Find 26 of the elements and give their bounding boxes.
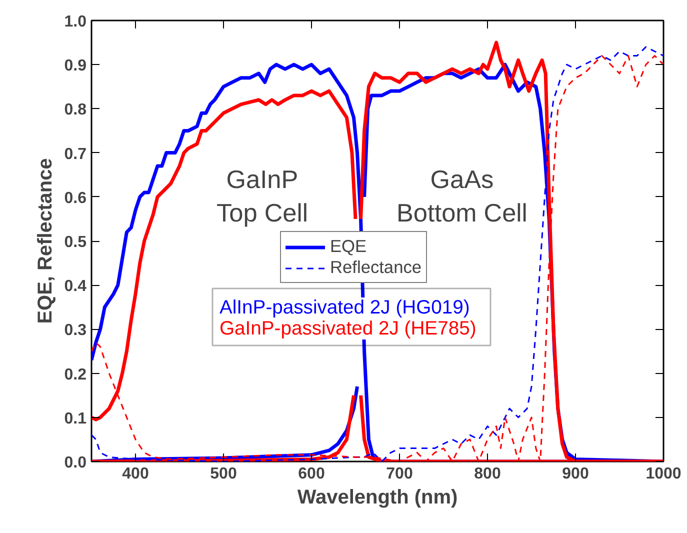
y-tick-label: 0.3 <box>64 322 87 340</box>
x-tick-label: 500 <box>210 466 237 482</box>
y-tick-label: 0.6 <box>64 190 87 207</box>
y-tick-label: 0.7 <box>64 146 87 163</box>
x-tick-label: 400 <box>122 466 149 482</box>
annotation: GaAs Bottom Cell <box>396 166 528 228</box>
x-tick-label: 800 <box>474 466 501 482</box>
x-tick-label: 900 <box>562 466 589 482</box>
x-axis-title: Wavelength (nm) <box>297 486 458 508</box>
y-tick-label: 0.1 <box>64 410 87 428</box>
annotation: GaInP Top Cell <box>216 166 308 228</box>
legend-label: EQE <box>330 236 367 257</box>
x-tick-label: 600 <box>298 466 325 482</box>
y-tick-label: 0.4 <box>64 278 87 296</box>
annotation: GaInP-passivated 2J (HE785) <box>220 318 476 340</box>
x-tick-label: 700 <box>386 466 413 482</box>
x-tick-label: 1000 <box>646 466 682 482</box>
y-tick-label: 0.9 <box>64 58 87 75</box>
y-tick-label: 0.0 <box>64 454 87 472</box>
legend-label: Reflectance <box>330 257 422 278</box>
y-tick-label: 1.0 <box>64 14 87 30</box>
y-tick-label: 0.5 <box>64 234 87 251</box>
annotation: AlInP-passivated 2J (HG019) <box>220 298 470 318</box>
y-axis-title: EQE, Reflectance <box>34 158 56 324</box>
y-tick-label: 0.2 <box>64 366 87 384</box>
y-tick-label: 0.8 <box>64 102 87 119</box>
